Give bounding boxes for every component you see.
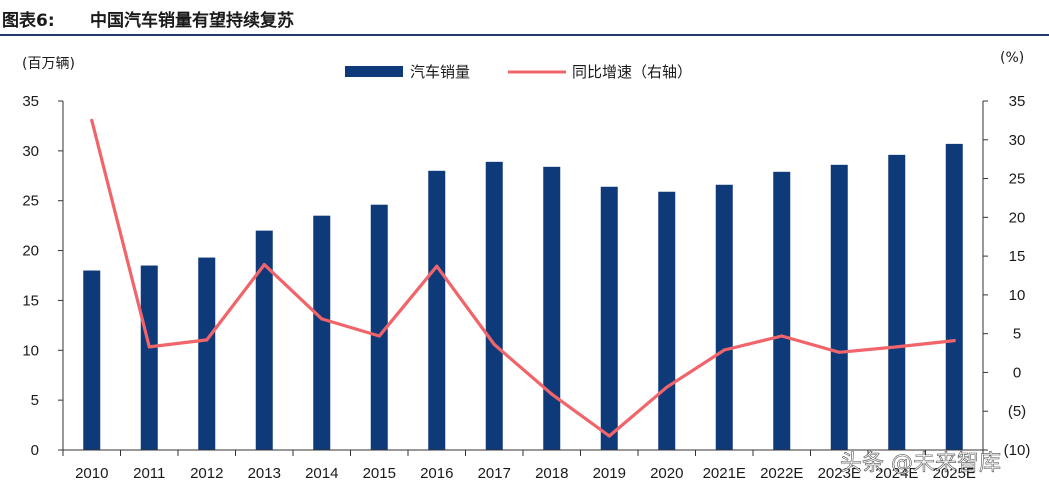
growth-point-2022E	[780, 334, 784, 338]
left-tick-label: 25	[22, 193, 39, 210]
right-tick-label: 20	[1009, 209, 1026, 226]
bar-2011	[140, 265, 158, 450]
x-tick-label: 2015	[363, 465, 396, 482]
growth-point-2015	[377, 334, 381, 338]
right-tick-label: 0	[1013, 364, 1021, 381]
x-tick-label: 2012	[190, 465, 223, 482]
x-tick-label: 2023E	[818, 465, 861, 482]
growth-point-2017	[492, 342, 496, 347]
bar-2020	[658, 191, 676, 451]
x-tick-label: 2024E	[875, 465, 918, 482]
x-tick-label: 2019	[593, 465, 626, 482]
growth-point-2021E	[722, 348, 726, 352]
title-bar: 图表6: 中国汽车销量有望持续复苏	[0, 0, 1049, 36]
growth-point-2013	[262, 263, 266, 267]
growth-point-2024E	[895, 345, 899, 349]
growth-point-2011	[147, 345, 151, 349]
bar-2015	[370, 204, 388, 450]
growth-point-2018	[550, 392, 554, 396]
right-tick-label: 25	[1009, 171, 1026, 188]
bar-2022E	[773, 171, 791, 450]
legend-line-label: 同比增速（右轴）	[572, 63, 692, 81]
right-tick-label: 35	[1009, 93, 1026, 110]
legend-bar-swatch	[345, 66, 403, 77]
legend-bar-label: 汽车销量	[410, 63, 470, 81]
x-tick-label: 2025E	[933, 465, 976, 482]
growth-point-2023E	[837, 350, 841, 354]
x-tick-label: 2013	[248, 465, 281, 482]
bar-2016	[428, 170, 446, 451]
axes-group: 0 5 10 15 20 25 30 35 (10) (5) 0 5 10 15 20 25 30 35 2010 2…	[22, 93, 1030, 482]
line-group	[90, 118, 956, 438]
bar-2021E	[715, 184, 733, 450]
left-tick-label: 35	[22, 93, 39, 110]
growth-point-2010	[90, 118, 94, 122]
left-axis-unit: (百万辆)	[22, 56, 75, 72]
right-tick-label: 30	[1009, 132, 1026, 149]
bar-2019	[600, 186, 618, 451]
x-tick-label: 2014	[305, 465, 338, 482]
watermark: 头条 @未来智库	[840, 451, 1001, 476]
bar-2010	[83, 270, 101, 450]
x-tick-label: 2018	[535, 465, 568, 482]
left-tick-label: 0	[31, 442, 39, 459]
left-tick-label: 15	[22, 292, 39, 309]
bar-2014	[313, 215, 331, 450]
right-tick-label: (5)	[1008, 403, 1026, 420]
x-tick-label: 2016	[420, 465, 453, 482]
bar-2024E	[888, 154, 906, 451]
x-tick-label: 2011	[133, 465, 165, 482]
bar-2023E	[830, 164, 848, 450]
growth-point-2012	[205, 338, 209, 342]
bar-2012	[198, 257, 216, 450]
growth-point-2025E	[952, 339, 956, 343]
x-tick-label: 2022E	[760, 465, 803, 482]
figure-label: 图表6:	[2, 11, 55, 31]
growth-point-2014	[320, 317, 324, 321]
bar-2018	[543, 166, 561, 450]
growth-point-2020	[665, 385, 669, 389]
right-tick-label: (10)	[1004, 442, 1031, 459]
bar-2025E	[945, 143, 963, 450]
left-tick-label: 30	[22, 143, 39, 160]
x-tick-label: 2017	[478, 465, 511, 482]
growth-line	[90, 120, 955, 438]
bar-2017	[485, 161, 503, 450]
figure-title: 中国汽车销量有望持续复苏	[90, 11, 294, 31]
x-tick-label: 2021E	[703, 465, 746, 482]
legend: 汽车销量 同比增速（右轴）	[345, 63, 692, 81]
right-axis-unit: (%)	[1000, 50, 1024, 66]
bars-group	[83, 143, 963, 451]
left-tick-label: 10	[22, 342, 39, 359]
growth-point-2019	[607, 434, 611, 438]
x-tick-label: 2010	[75, 465, 108, 482]
right-tick-label: 10	[1009, 287, 1026, 304]
left-tick-label: 20	[22, 243, 39, 260]
growth-point-2016	[435, 264, 439, 268]
right-tick-label: 5	[1013, 326, 1021, 343]
bar-2013	[255, 230, 273, 450]
x-tick-label: 2020	[650, 465, 683, 482]
left-tick-label: 5	[31, 392, 39, 409]
right-tick-label: 15	[1009, 248, 1026, 265]
